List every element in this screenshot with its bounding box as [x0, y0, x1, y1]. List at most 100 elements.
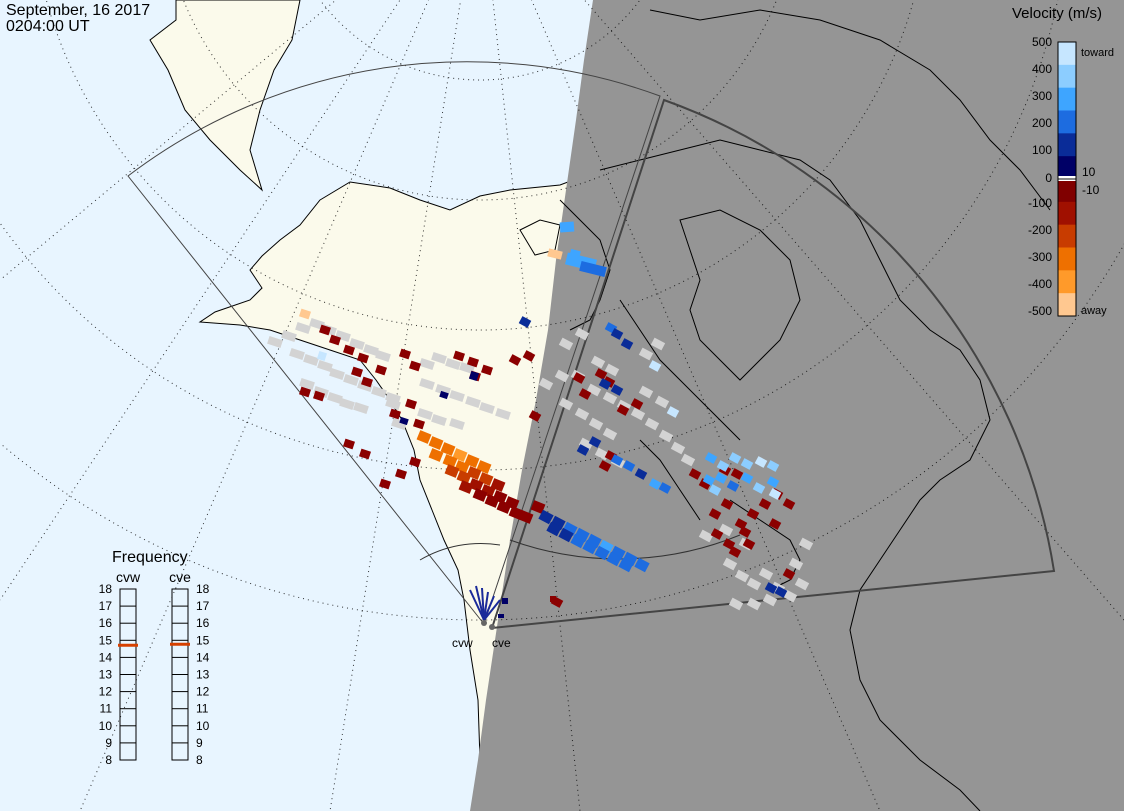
- scan-cell: [295, 322, 311, 334]
- scan-cell: [428, 448, 444, 462]
- velocity-legend-title: Velocity (m/s): [1012, 5, 1103, 22]
- colorbar-tick-label: 100: [1032, 143, 1052, 157]
- scan-cell: [385, 392, 401, 404]
- scan-cell: [416, 430, 432, 444]
- scan-cell: [782, 568, 796, 580]
- velocity-scan-cells: [267, 221, 814, 618]
- scan-cell: [740, 472, 754, 484]
- scan-cell: [375, 364, 387, 376]
- scan-cell: [442, 454, 458, 468]
- scan-cell: [746, 508, 760, 520]
- scan-cell: [758, 498, 772, 510]
- colorbar-tick-label: 0: [1045, 171, 1052, 185]
- scan-cell: [572, 372, 586, 384]
- scan-cell: [758, 567, 774, 581]
- colorbar-tick-label: -10: [1082, 183, 1100, 197]
- scan-cell: [582, 539, 598, 555]
- scan-cell: [726, 480, 740, 492]
- scan-cell: [327, 392, 343, 404]
- scan-cell: [498, 614, 504, 618]
- scan-cell: [363, 344, 379, 356]
- scan-cell: [385, 398, 401, 410]
- scan-cell: [468, 478, 484, 492]
- scan-cell: [361, 376, 373, 388]
- scan-cell: [704, 452, 718, 464]
- frequency-radar-name: cvw: [116, 569, 141, 585]
- velocity-colorbar: 500400300200100100-10-100-200-300-400-50…: [1028, 35, 1114, 318]
- scan-cell: [768, 488, 782, 500]
- scan-cell: [574, 327, 590, 341]
- colorbar-segment: [1058, 179, 1076, 203]
- scan-cell: [431, 352, 447, 364]
- scan-cell: [594, 545, 610, 561]
- scan-cell: [644, 417, 660, 431]
- scan-cell: [658, 482, 672, 494]
- scan-cell: [648, 360, 662, 372]
- scan-cell: [508, 506, 524, 520]
- colorbar-away-label: away: [1081, 305, 1107, 317]
- frequency-scale-label: 8: [196, 753, 203, 767]
- colorbar-segment: [1058, 293, 1076, 317]
- scan-cell: [616, 404, 630, 416]
- scan-cell: [710, 528, 724, 540]
- date-label: September, 16 2017: [6, 2, 151, 19]
- scan-cell: [419, 358, 435, 370]
- scan-cell: [353, 402, 369, 414]
- frequency-scale-label: 10: [196, 719, 210, 733]
- colorbar-segment: [1058, 133, 1076, 157]
- scan-cell: [622, 460, 636, 472]
- scan-cell: [648, 478, 662, 490]
- colorbar-tick-label: 300: [1032, 89, 1052, 103]
- scan-cell: [495, 408, 511, 420]
- scan-cell: [496, 500, 512, 514]
- scan-cell: [630, 398, 644, 410]
- scan-cell: [754, 456, 768, 468]
- scan-cell: [702, 474, 716, 486]
- scan-cell: [602, 391, 618, 405]
- colorbar-zero-line: [1058, 178, 1076, 180]
- scan-cell: [472, 488, 488, 502]
- scan-cell: [468, 370, 480, 382]
- frequency-scale-label: 14: [196, 650, 210, 664]
- scan-cell: [559, 221, 575, 233]
- scan-cell: [666, 406, 680, 418]
- scan-cell: [546, 521, 562, 537]
- scan-cell: [764, 582, 778, 594]
- scan-cell: [734, 518, 748, 530]
- scan-cell: [456, 470, 472, 484]
- scan-cell: [606, 551, 622, 567]
- scan-cell: [409, 456, 421, 468]
- scan-cell: [395, 468, 407, 480]
- scan-cell: [634, 557, 650, 573]
- scan-cell: [518, 510, 534, 524]
- colorbar-segment: [1058, 270, 1076, 294]
- scan-cell: [547, 248, 563, 260]
- scan-cell: [399, 348, 411, 360]
- colorbar-segment: [1058, 42, 1076, 66]
- scan-cell: [459, 362, 475, 374]
- scan-cell: [458, 480, 474, 494]
- scan-cell: [299, 386, 311, 398]
- scan-cell: [722, 557, 738, 571]
- scan-cell: [738, 526, 752, 538]
- colorbar-tick-label: 200: [1032, 116, 1052, 130]
- frequency-scale-label: 15: [99, 633, 113, 647]
- radar-label-cve: cve: [492, 636, 511, 650]
- scan-cell: [538, 377, 554, 391]
- scan-cell: [588, 417, 604, 431]
- scan-cell: [281, 330, 297, 342]
- scan-cell: [431, 414, 447, 426]
- scan-cell: [782, 498, 796, 510]
- scan-cell: [453, 350, 465, 362]
- scan-cell: [538, 509, 554, 525]
- colorbar-tick-label: 400: [1032, 62, 1052, 76]
- frequency-scale-label: 8: [105, 753, 112, 767]
- frequency-radar-name: cve: [169, 569, 191, 585]
- scan-cell: [558, 397, 574, 411]
- scan-cell: [335, 330, 351, 342]
- scan-cell: [576, 444, 590, 456]
- scan-cell: [718, 523, 734, 537]
- scan-cell: [734, 569, 750, 583]
